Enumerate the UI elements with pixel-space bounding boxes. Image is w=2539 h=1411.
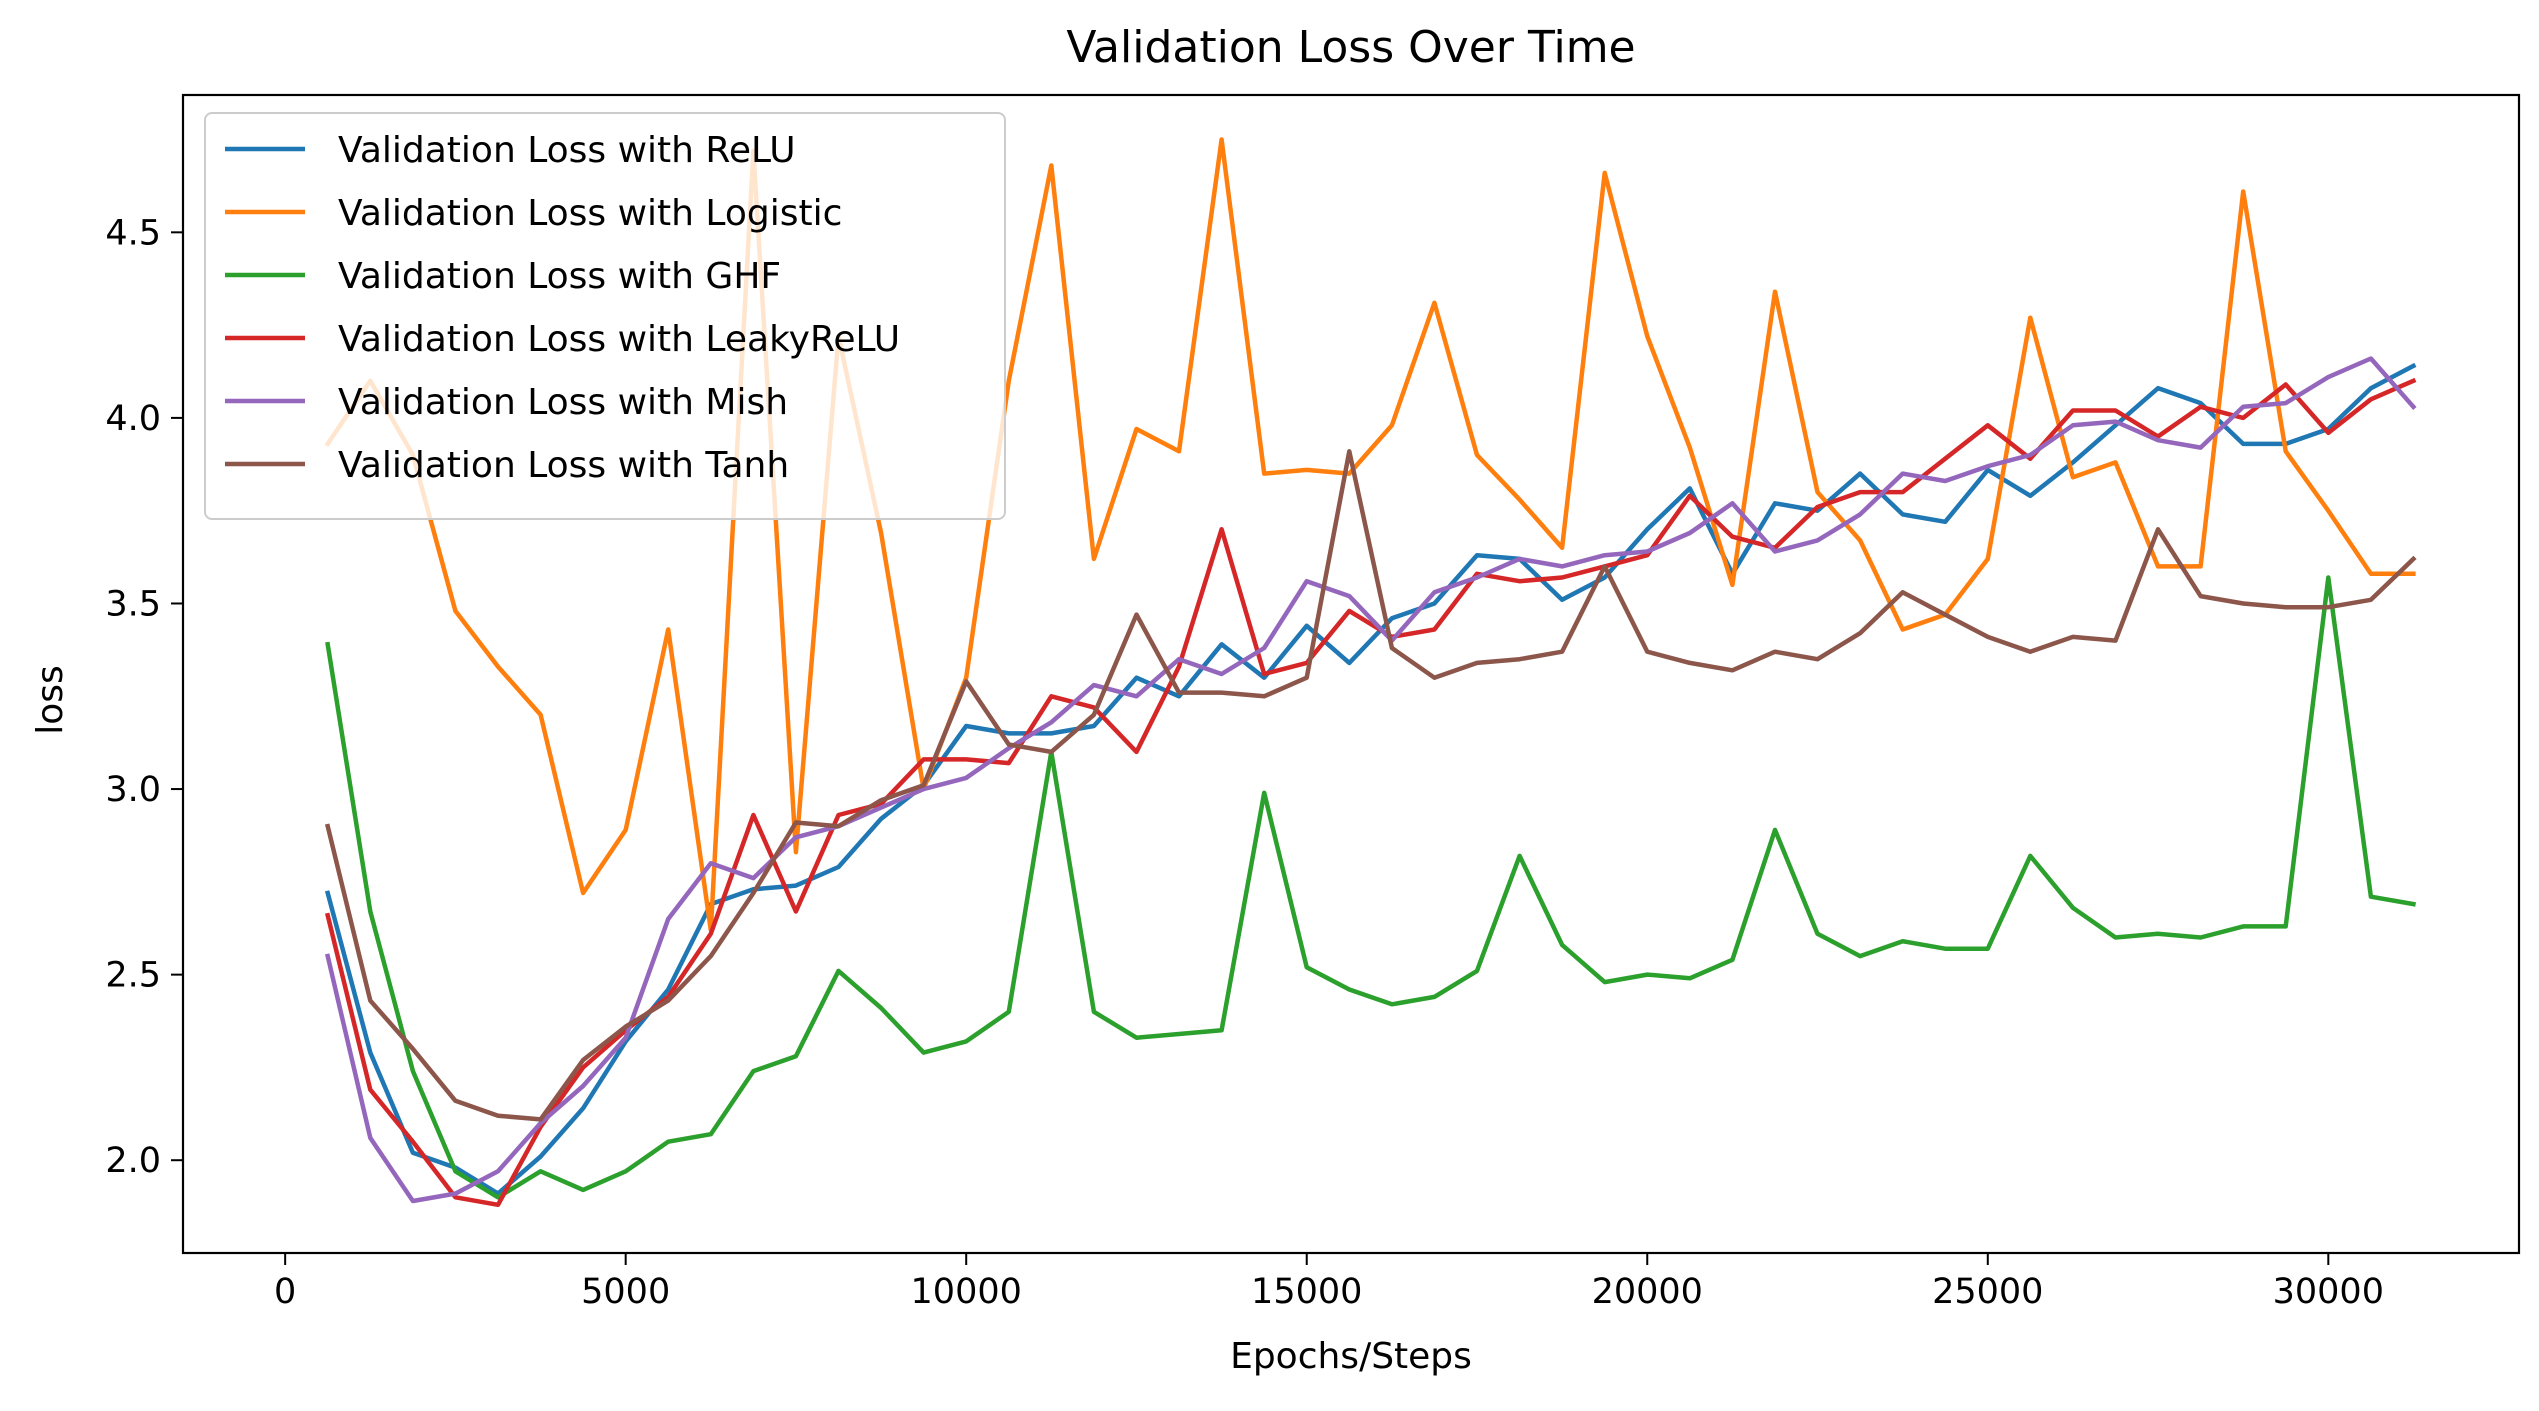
legend-label: Validation Loss with GHF	[338, 256, 781, 297]
legend-label: Validation Loss with LeakyReLU	[338, 319, 900, 360]
series-line-6	[324, 449, 2417, 1122]
series-line-2	[324, 137, 2416, 933]
chart-title: Validation Loss Over Time	[1066, 22, 1635, 73]
series-line-4	[324, 377, 2417, 1208]
series-line-5	[324, 356, 2417, 1204]
x-tick-label: 20000	[1592, 1272, 1703, 1312]
legend-box	[204, 112, 1006, 520]
series-layer	[324, 137, 2417, 1208]
axes-layer: 0 5000 10000 15000 20000 25000 30000 2.0 2.5 3.0 3…	[105, 93, 2521, 1312]
legend-label: Validation Loss with Mish	[338, 382, 788, 423]
y-tick-label: 3.0	[105, 770, 161, 810]
legend-label: Validation Loss with Logistic	[338, 193, 842, 234]
y-tick-label: 2.5	[105, 956, 161, 996]
x-tick-label: 15000	[1251, 1272, 1362, 1312]
legend-label: Validation Loss with ReLU	[338, 130, 796, 171]
y-tick-label: 4.5	[105, 213, 161, 253]
x-tick-label: 10000	[911, 1272, 1022, 1312]
legend-label: Validation Loss with Tanh	[338, 445, 789, 486]
x-tick-label: 0	[274, 1272, 296, 1312]
x-tick-label: 25000	[1932, 1272, 2043, 1312]
legend: Validation Loss with ReLU Validation Loss…	[204, 112, 1006, 520]
series-line-1	[324, 362, 2417, 1196]
y-tick-label: 3.5	[105, 584, 161, 624]
x-tick-label: 5000	[581, 1272, 670, 1312]
x-axis-label: Epochs/Steps	[1230, 1336, 1472, 1377]
axes-frame	[181, 93, 2521, 1255]
series-line-3	[325, 575, 2417, 1200]
y-tick-label: 4.0	[105, 399, 161, 439]
x-tick-label: 30000	[2273, 1272, 2384, 1312]
y-tick-label: 2.0	[105, 1141, 161, 1181]
y-axis-label: loss	[30, 665, 71, 735]
